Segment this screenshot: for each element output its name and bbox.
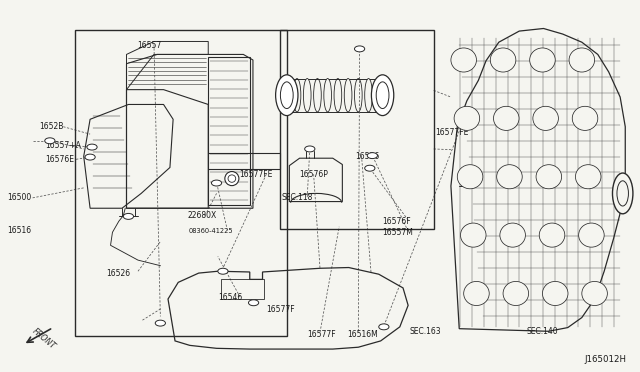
Ellipse shape bbox=[228, 175, 236, 182]
Ellipse shape bbox=[371, 75, 394, 116]
Ellipse shape bbox=[454, 106, 479, 131]
Ellipse shape bbox=[536, 165, 562, 189]
Text: 1652B: 1652B bbox=[39, 122, 63, 131]
Text: 16516M: 16516M bbox=[348, 330, 378, 339]
Circle shape bbox=[248, 300, 259, 306]
Text: 16577F: 16577F bbox=[266, 305, 294, 314]
Text: 16576E: 16576E bbox=[45, 155, 74, 164]
Text: J165012H: J165012H bbox=[584, 355, 627, 364]
Ellipse shape bbox=[458, 165, 483, 189]
Ellipse shape bbox=[283, 78, 291, 112]
Ellipse shape bbox=[543, 282, 568, 305]
Ellipse shape bbox=[579, 223, 604, 247]
Circle shape bbox=[211, 180, 221, 186]
Circle shape bbox=[365, 165, 375, 171]
Ellipse shape bbox=[276, 75, 298, 116]
Ellipse shape bbox=[612, 173, 633, 214]
Text: 16546: 16546 bbox=[218, 294, 242, 302]
Text: 08360-41225: 08360-41225 bbox=[189, 228, 234, 234]
Text: 16526: 16526 bbox=[106, 269, 130, 278]
Circle shape bbox=[355, 46, 365, 52]
Circle shape bbox=[305, 146, 315, 152]
Ellipse shape bbox=[344, 78, 352, 112]
Circle shape bbox=[367, 153, 378, 158]
Ellipse shape bbox=[324, 78, 332, 112]
Ellipse shape bbox=[490, 48, 516, 72]
Text: 16500: 16500 bbox=[7, 193, 31, 202]
Ellipse shape bbox=[225, 171, 239, 186]
Ellipse shape bbox=[540, 223, 565, 247]
Circle shape bbox=[156, 320, 166, 326]
Text: 16516: 16516 bbox=[7, 226, 31, 235]
Text: FRONT: FRONT bbox=[31, 327, 58, 351]
Text: 16577FE: 16577FE bbox=[239, 170, 272, 179]
Ellipse shape bbox=[533, 106, 559, 131]
Ellipse shape bbox=[500, 223, 525, 247]
Ellipse shape bbox=[365, 78, 372, 112]
Circle shape bbox=[124, 214, 134, 219]
Ellipse shape bbox=[569, 48, 595, 72]
Text: 16557: 16557 bbox=[137, 41, 161, 50]
Ellipse shape bbox=[572, 106, 598, 131]
Text: 16577F: 16577F bbox=[307, 330, 336, 339]
Circle shape bbox=[218, 268, 228, 274]
Circle shape bbox=[379, 324, 389, 330]
Text: 22680X: 22680X bbox=[188, 211, 217, 220]
Ellipse shape bbox=[582, 282, 607, 305]
Text: 16576F: 16576F bbox=[383, 217, 412, 226]
Circle shape bbox=[87, 144, 97, 150]
Circle shape bbox=[45, 138, 55, 144]
Ellipse shape bbox=[280, 82, 293, 109]
Text: SEC.163: SEC.163 bbox=[410, 327, 441, 336]
Ellipse shape bbox=[461, 223, 486, 247]
Text: 16577FE: 16577FE bbox=[435, 128, 468, 137]
Ellipse shape bbox=[303, 78, 311, 112]
Circle shape bbox=[85, 154, 95, 160]
Text: 16576P: 16576P bbox=[300, 170, 328, 179]
Ellipse shape bbox=[575, 165, 601, 189]
Text: 16557+A: 16557+A bbox=[45, 141, 81, 151]
Text: SEC.118: SEC.118 bbox=[282, 193, 313, 202]
Ellipse shape bbox=[464, 282, 489, 305]
Ellipse shape bbox=[493, 106, 519, 131]
Ellipse shape bbox=[497, 165, 522, 189]
Ellipse shape bbox=[530, 48, 556, 72]
Ellipse shape bbox=[503, 282, 529, 305]
Ellipse shape bbox=[376, 82, 389, 109]
Ellipse shape bbox=[617, 181, 628, 206]
Ellipse shape bbox=[451, 48, 476, 72]
Text: 16556: 16556 bbox=[355, 152, 380, 161]
Text: 16557M: 16557M bbox=[383, 228, 413, 237]
Text: SEC.140: SEC.140 bbox=[526, 327, 558, 336]
